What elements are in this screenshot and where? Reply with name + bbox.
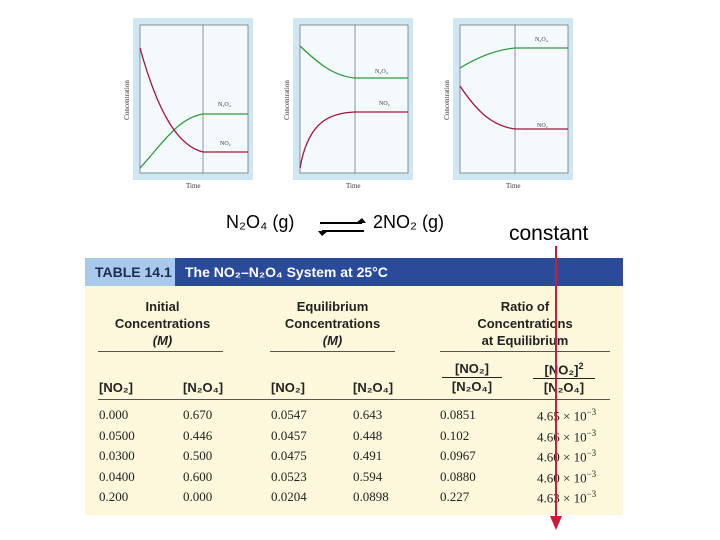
table-title: The NO₂–N₂O₄ System at 25°C xyxy=(185,264,388,280)
table-cell: 0.600 xyxy=(183,468,213,484)
table-cell-ratio: 4.60 × 10−3 xyxy=(537,468,597,485)
panel-1-plot: N₂O₄ NO₂ xyxy=(139,24,249,174)
table-cell: 0.0475 xyxy=(271,448,307,463)
group-rule-equilibrium xyxy=(270,351,395,352)
panel-2-plot-area xyxy=(299,24,409,174)
col-header-no2-initial: [NO₂] xyxy=(99,380,133,395)
panel-2-label-top: N₂O₄ xyxy=(375,69,388,75)
table-cell: 0.0457 xyxy=(271,427,307,443)
table-cell: 0.446 xyxy=(183,427,213,443)
table-cell: 0.0500 xyxy=(99,427,135,443)
table-cell: 0.000 xyxy=(183,489,213,504)
table-cell: 0.0523 xyxy=(271,468,307,484)
table-cell: 0.500 xyxy=(183,448,213,463)
table-header-bar: TABLE 14.1 The NO₂–N₂O₄ System at 25°C xyxy=(85,258,623,286)
constant-annotation: constant xyxy=(509,222,589,245)
group-initial: Initial Concentrations (M) xyxy=(114,299,211,348)
panel-3-label-top: N₂O₄ xyxy=(535,37,548,43)
group-ratio: Ratio of Concentrations at Equilibrium xyxy=(477,299,573,348)
constant-arrow xyxy=(550,246,562,530)
table-cell: 0.491 xyxy=(353,448,383,463)
equation-right: 2NO₂ (g) xyxy=(373,212,444,232)
table-cell-ratio: 4.63 × 10−3 xyxy=(537,489,597,506)
table-cell: 0.102 xyxy=(440,427,470,443)
col-header-ratio-2: [NO₂]2 [N₂O₄] xyxy=(533,361,595,395)
col-header-no2-eq: [NO₂] xyxy=(271,380,305,395)
table-cell: 0.0898 xyxy=(353,489,389,504)
panel-3-plot: N₂O₄ NO₂ xyxy=(459,24,569,174)
panel-2-no2-curve xyxy=(299,111,408,169)
table-cell: 0.0880 xyxy=(440,468,476,484)
panel-1-label-bottom: NO₂ xyxy=(220,141,231,147)
equilibrium-table: TABLE 14.1 The NO₂–N₂O₄ System at 25°C I… xyxy=(85,258,623,515)
panel-2-xlabel: Time xyxy=(346,182,361,190)
panel-3-n2o4-curve xyxy=(459,47,568,69)
equilibrium-arrows-icon xyxy=(318,218,366,236)
table-cell-ratio: 4.60 × 10−3 xyxy=(537,448,597,465)
col-header-n2o4-eq: [N₂O₄] xyxy=(353,380,394,395)
equation-left: N₂O₄ (g) xyxy=(226,212,295,232)
group-rule-initial xyxy=(98,351,223,352)
table-cell: 0.594 xyxy=(353,468,383,484)
table-cell-ratio: 4.66 × 10−3 xyxy=(537,427,597,444)
table-cell: 0.0967 xyxy=(440,448,476,463)
panel-1-xlabel: Time xyxy=(186,182,201,190)
header-rule xyxy=(98,399,610,400)
table-cell: 0.0300 xyxy=(99,448,135,463)
table-cell: 0.643 xyxy=(353,407,383,422)
panel-3-ylabel: Concentration xyxy=(443,80,451,120)
table-cell: 0.000 xyxy=(99,407,129,422)
constant-arrow-head xyxy=(550,516,562,530)
panel-3-xlabel: Time xyxy=(506,182,521,190)
table-cell: 0.200 xyxy=(99,489,129,504)
table-cell: 0.0204 xyxy=(271,489,307,504)
table-cell: 0.0851 xyxy=(440,407,476,422)
panel-2-ylabel: Concentration xyxy=(283,80,291,120)
panel-1-plot-area xyxy=(139,24,249,174)
panel-1-ylabel: Concentration xyxy=(123,80,131,120)
panel-2-n2o4-curve xyxy=(299,45,408,79)
panel-2-plot: N₂O₄ NO₂ xyxy=(299,24,409,174)
panel-1-label-top: N₂O₄ xyxy=(218,102,231,108)
group-rule-ratio xyxy=(440,351,610,352)
table-cell: 0.0400 xyxy=(99,468,135,484)
panel-3-plot-area xyxy=(459,24,569,174)
table-cell: 0.0547 xyxy=(271,407,307,422)
group-equilibrium: Equilibrium Concentrations (M) xyxy=(284,299,381,348)
col-header-ratio-1: [NO₂] [N₂O₄] xyxy=(442,361,502,394)
table-number: TABLE 14.1 xyxy=(85,258,175,286)
table-cell-ratio: 4.65 × 10−3 xyxy=(537,407,597,424)
table-cell: 0.227 xyxy=(440,489,470,504)
table-cell: 0.448 xyxy=(353,427,383,443)
panel-3-no2-curve xyxy=(459,85,568,130)
panel-2-label-bottom: NO₂ xyxy=(379,101,390,107)
panel-1-no2-curve xyxy=(139,47,248,153)
panel-3-label-bottom: NO₂ xyxy=(537,123,548,129)
col-header-n2o4-initial: [N₂O₄] xyxy=(183,380,224,395)
table-cell: 0.670 xyxy=(183,407,213,422)
